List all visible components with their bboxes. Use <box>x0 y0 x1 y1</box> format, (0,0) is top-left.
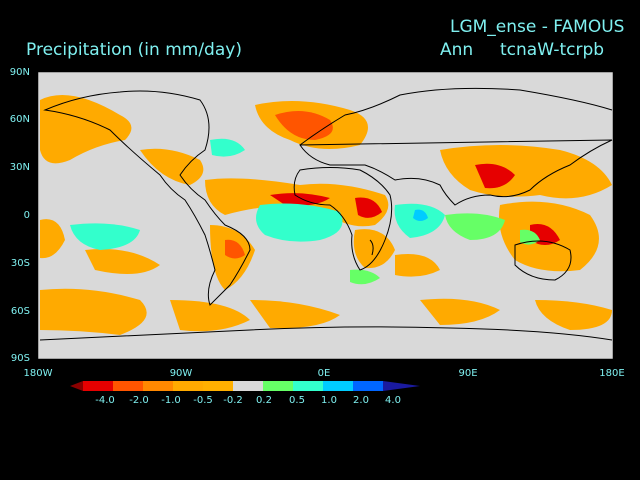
colorbar-cell-9 <box>323 381 353 391</box>
colorbar-cell-4 <box>173 381 203 391</box>
patch-equatorial-atlantic <box>256 203 343 242</box>
lon-label-0e: 0E <box>317 368 331 379</box>
colorbar-cell-6 <box>233 381 263 391</box>
lon-label-180e: 180E <box>599 368 625 379</box>
colorbar-label: -0.5 <box>193 395 213 406</box>
colorbar-cell-1 <box>83 381 113 391</box>
patch-northeast-america <box>210 138 245 157</box>
americas-coast <box>43 90 251 306</box>
colorbar-label: -0.2 <box>223 395 243 406</box>
patch-southern-ocean-indian <box>420 298 500 325</box>
colorbar-label: -4.0 <box>95 395 115 406</box>
colorbar-label: -2.0 <box>129 395 149 406</box>
lat-label-90n: 90N <box>9 67 30 78</box>
patch-southern-africa <box>353 229 395 269</box>
experiment-title: LGM_ense - FAMOUS <box>450 17 625 37</box>
patch-indian-core <box>413 209 428 221</box>
colorbar-cell-7 <box>263 381 293 391</box>
eurasia-coast <box>299 87 613 206</box>
colorbar-cell-11 <box>383 381 420 391</box>
patch-china-strong <box>475 163 515 189</box>
patch-brazil-strong <box>225 239 245 259</box>
colorbar-cell-10 <box>353 381 383 391</box>
lat-label-60s: 60S <box>10 306 30 317</box>
madagascar-coast <box>369 239 374 256</box>
colorbar-label: 2.0 <box>353 395 369 406</box>
colorbar-cell-0 <box>70 381 83 391</box>
patch-congo-strong <box>355 197 382 218</box>
colorbar-label: -1.0 <box>161 395 181 406</box>
patch-south-atlantic-east <box>350 269 380 285</box>
patch-guinea-strong <box>270 193 330 206</box>
colorbar-cell-5 <box>203 381 233 391</box>
difference-label: tcnaW-tcrpb <box>500 40 605 60</box>
colorbar-label: 4.0 <box>385 395 401 406</box>
patch-asia <box>440 145 612 199</box>
patch-europe-strong <box>275 111 333 140</box>
patch-south-pacific <box>85 249 160 274</box>
lon-label-180w: 180W <box>23 368 53 379</box>
patch-indian-ocean-south <box>395 254 440 277</box>
patch-northeast-pacific <box>40 95 132 164</box>
colorbar-label: 0.5 <box>289 395 305 406</box>
antarctica-coast <box>39 326 613 341</box>
patch-southern-ocean-atlantic <box>170 300 250 332</box>
lat-label-30n: 30N <box>9 162 30 173</box>
season-label: Ann <box>440 40 474 60</box>
patch-southern-ocean-east <box>535 300 612 330</box>
positive-anomaly-patches <box>70 138 540 285</box>
lon-label-90w: 90W <box>169 368 193 379</box>
colorbar-cell-8 <box>293 381 323 391</box>
lat-label-0: 0 <box>23 210 30 221</box>
patch-southern-ocean-pacific <box>40 288 147 335</box>
patch-central-indian <box>445 213 505 240</box>
strong-negative-patches <box>225 111 560 259</box>
patch-equatorial-pacific <box>70 223 140 250</box>
africa-coast <box>293 167 393 271</box>
patch-south-pacific-west <box>40 219 65 259</box>
colorbar <box>70 381 420 391</box>
colorbar-label: 0.2 <box>256 395 272 406</box>
colorbar-label: 1.0 <box>321 395 337 406</box>
patch-north-america <box>140 148 204 185</box>
coastlines <box>39 87 613 341</box>
lat-label-30s: 30S <box>10 258 30 269</box>
lat-label-60n: 60N <box>9 114 30 125</box>
variable-title: Precipitation (in mm/day) <box>26 40 242 60</box>
colorbar-cell-2 <box>113 381 143 391</box>
lat-label-90s: 90S <box>10 353 30 364</box>
patch-southern-ocean-africa <box>250 300 340 329</box>
australia-coast <box>514 240 572 281</box>
colorbar-cell-3 <box>143 381 173 391</box>
lon-label-90e: 90E <box>458 368 478 379</box>
map-frame <box>37 71 614 360</box>
